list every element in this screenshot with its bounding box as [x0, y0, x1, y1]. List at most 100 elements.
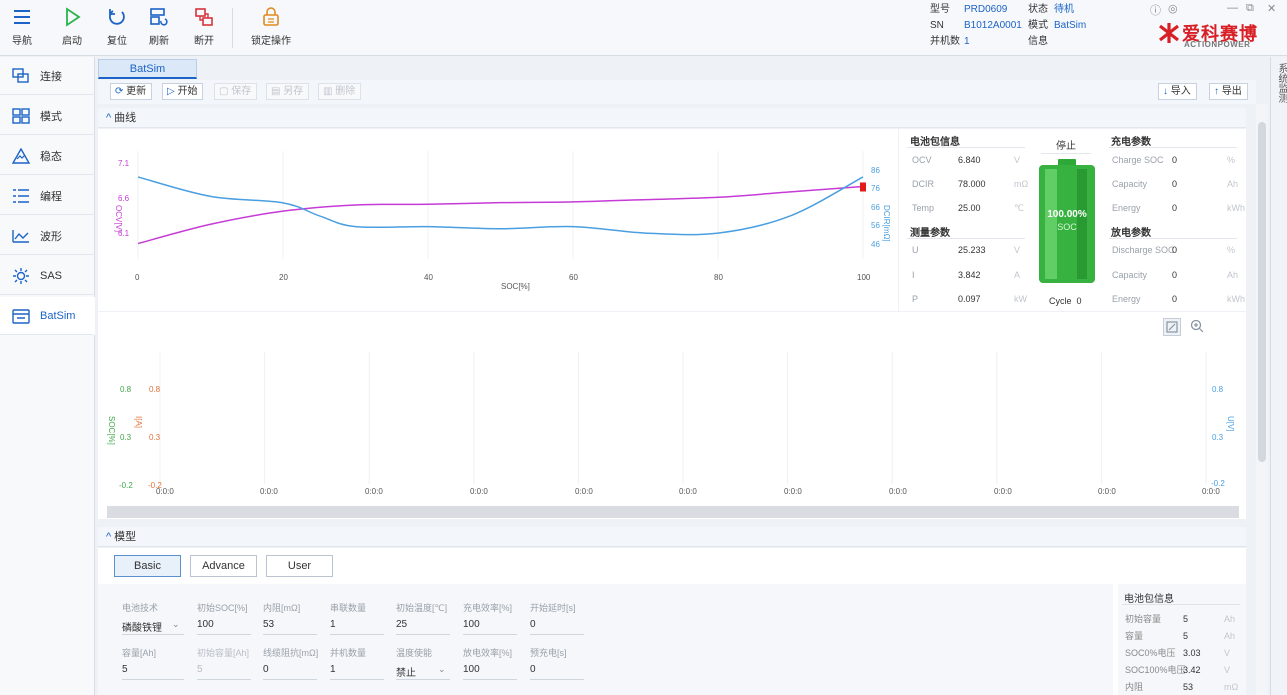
- ocv-value: 6.840: [958, 155, 981, 165]
- begin-button[interactable]: ▷ 开始: [162, 83, 204, 100]
- tab-user[interactable]: User: [266, 555, 333, 577]
- info-icon[interactable]: ⓘ: [1150, 5, 1161, 17]
- ocv-label: OCV: [912, 155, 932, 165]
- sidebar-item-program[interactable]: 编程: [0, 177, 95, 215]
- settings-icon[interactable]: ◎: [1168, 3, 1178, 15]
- precharge-value: 0: [530, 664, 536, 675]
- fit-icon: [1166, 321, 1178, 333]
- sidebar-item-batsim[interactable]: BatSim: [0, 297, 95, 335]
- wave-grid: [159, 352, 1207, 484]
- update-button[interactable]: ⟳ 更新: [110, 83, 153, 100]
- pack-row-label: SOC0%电压: [1125, 648, 1176, 658]
- reset-button[interactable]: 复位: [95, 6, 139, 50]
- import-icon: ↓: [1163, 86, 1168, 97]
- power-value: 0.097: [958, 294, 981, 304]
- restore-icon[interactable]: ⧉: [1246, 2, 1254, 14]
- ocv-series-line: [137, 185, 864, 245]
- curve-section-title: 曲线: [114, 112, 137, 124]
- y-left-tick: 6.1: [118, 229, 130, 238]
- temp-unit: ℃: [1014, 203, 1025, 213]
- brand-name: 爱科赛博: [1182, 24, 1258, 44]
- discharge-efficiency-field[interactable]: 放电效率[%] 100: [463, 646, 517, 682]
- pack-row-value: 53: [1183, 682, 1194, 692]
- zoom-button[interactable]: [1189, 318, 1207, 336]
- mode-label: 模式: [1028, 20, 1048, 31]
- list-icon: [13, 188, 29, 203]
- internal-resistance-label: 内阻[mΩ]: [263, 603, 301, 613]
- divider: [1109, 238, 1237, 239]
- internal-resistance-field[interactable]: 内阻[mΩ] 53: [263, 601, 317, 637]
- battery-icon: [12, 308, 30, 324]
- curve-section-header[interactable]: ^ 曲线: [98, 108, 1246, 128]
- battery-tech-select[interactable]: 电池技术 磷酸铁锂 ⌄: [122, 601, 184, 637]
- charge-capacity-unit: Ah: [1227, 179, 1239, 189]
- run-status: 停止: [1056, 141, 1076, 152]
- import-button[interactable]: ↓ 导入: [1158, 83, 1197, 100]
- discharge-efficiency-value: 100: [463, 664, 480, 675]
- close-icon[interactable]: ✕: [1267, 3, 1277, 15]
- model-section-header[interactable]: ^ 模型: [98, 527, 1246, 547]
- delete-button[interactable]: ▥ 删除: [318, 83, 362, 100]
- y-right-tick: 56: [871, 221, 880, 230]
- scrollbar-thumb[interactable]: [1258, 122, 1266, 462]
- voltage-tick: -0.2: [1211, 479, 1225, 488]
- connect-icon: [12, 67, 29, 83]
- device-info-1: 型号 PRD0609 SN B1012A0001 并机数 1: [930, 2, 1022, 50]
- start-button-label: 启动: [62, 36, 82, 47]
- wave-chart: SOC[%] I[A] U[V] 0.8 0.3 -0.2 0.8 0.3 -0…: [107, 352, 1235, 496]
- system-monitor-strip[interactable]: 系统监测: [1270, 57, 1287, 695]
- charge-efficiency-field[interactable]: 充电效率[%] 100: [463, 601, 517, 637]
- time-tick: 0:0:0: [1098, 487, 1116, 496]
- initial-soc-field[interactable]: 初始SOC[%] 100: [197, 601, 251, 637]
- pack-row-unit: Ah: [1224, 614, 1236, 624]
- current-tick: 0.3: [149, 433, 161, 442]
- sidebar-item-waveform[interactable]: 波形: [0, 217, 95, 255]
- refresh-button[interactable]: 刷新: [137, 6, 181, 50]
- wave-horizontal-scrollbar[interactable]: [107, 506, 1239, 518]
- model-label: 型号: [930, 4, 950, 15]
- start-delay-field[interactable]: 开始延时[s] 0: [530, 601, 584, 637]
- main-vertical-scrollbar[interactable]: [1256, 104, 1268, 695]
- precharge-field[interactable]: 预充电[s] 0: [530, 646, 584, 682]
- capacity-field[interactable]: 容量[Ah] 5: [122, 646, 184, 682]
- tab-advance[interactable]: Advance: [190, 555, 257, 577]
- lock-button[interactable]: 锁定操作: [243, 6, 299, 50]
- parallel-count-field[interactable]: 并机数量 1: [330, 646, 384, 682]
- model-section-title: 模型: [114, 531, 137, 543]
- sidebar-item-steady[interactable]: 稳态: [0, 137, 95, 175]
- power-unit: kW: [1014, 294, 1027, 304]
- sidebar-item-label: 编程: [40, 190, 62, 203]
- tab-basic[interactable]: Basic: [114, 555, 181, 577]
- brand-logo: 爱科赛博 ACTIONPOWER: [1158, 20, 1270, 50]
- save-button[interactable]: ▢ 保存: [214, 83, 258, 100]
- export-button[interactable]: ↑ 导出: [1209, 83, 1248, 100]
- sidebar-item-connect[interactable]: 连接: [0, 57, 95, 95]
- temp-enable-select[interactable]: 温度使能 禁止 ⌄: [396, 646, 450, 682]
- nav-button[interactable]: 导航: [0, 6, 44, 50]
- state-label: 状态: [1028, 4, 1048, 15]
- y-right-axis-label: DCIR[mΩ]: [882, 205, 891, 242]
- soc-cursor-marker[interactable]: [860, 182, 866, 192]
- initial-temp-field[interactable]: 初始温度[℃] 25: [396, 601, 450, 637]
- zoom-fit-button[interactable]: [1163, 318, 1181, 336]
- save-as-button[interactable]: ▤ 另存: [266, 83, 310, 100]
- current-axis-label: I[A]: [134, 416, 143, 428]
- y-left-tick: 6.6: [118, 194, 130, 203]
- minimize-icon[interactable]: —: [1227, 2, 1238, 14]
- divider: [1122, 604, 1240, 605]
- divider: [907, 238, 1025, 239]
- pack-row-label: 内阻: [1125, 682, 1144, 692]
- series-count-field[interactable]: 串联数量 1: [330, 601, 384, 637]
- cable-impedance-field[interactable]: 线缆阻抗[mΩ] 0: [263, 646, 318, 682]
- wave-icon: [12, 229, 29, 243]
- charge-energy-unit: kWh: [1227, 203, 1245, 213]
- voltage-axis-label: U[V]: [1226, 416, 1235, 432]
- parallel-count-label: 并机数量: [330, 648, 367, 658]
- start-button[interactable]: 启动: [50, 6, 94, 50]
- sidebar-item-mode[interactable]: 模式: [0, 97, 95, 135]
- sidebar-item-sas[interactable]: SAS: [0, 257, 95, 295]
- voltage-tick: 0.8: [1212, 385, 1224, 394]
- battery-info-panel: 电池包信息 OCV 6.840 V DCIR 78.000 mΩ Temp 25.00 ℃ …: [899, 129, 1246, 311]
- tab-batsim[interactable]: BatSim: [98, 59, 197, 79]
- disconnect-button[interactable]: 断开: [182, 6, 226, 50]
